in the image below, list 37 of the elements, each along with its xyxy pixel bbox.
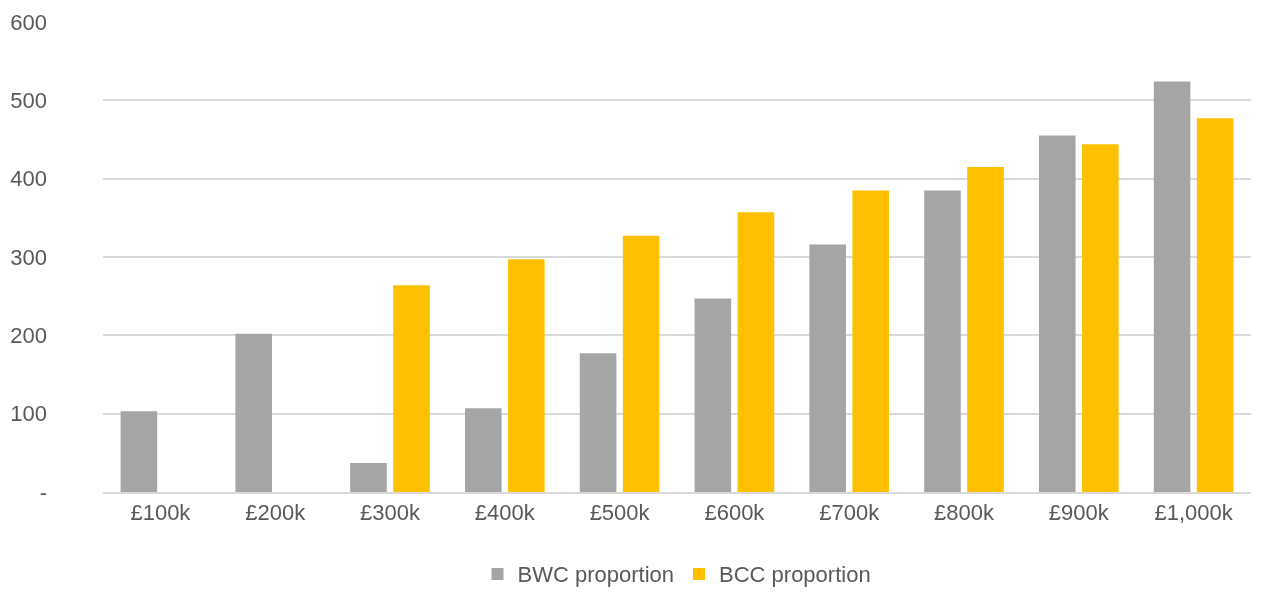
x-tick-label: £1,000k: [1154, 500, 1234, 526]
legend-label: BCC proportion: [719, 562, 871, 588]
bar: [694, 298, 732, 492]
x-tick-label: £100k: [130, 500, 192, 526]
bar: [852, 190, 890, 492]
y-tick-label: 600: [10, 9, 47, 35]
y-tick-label: 300: [10, 244, 47, 270]
bar: [393, 285, 430, 492]
bar: [1153, 81, 1191, 492]
x-tick-label: £800k: [934, 500, 995, 526]
bar: [967, 166, 1004, 492]
bar: [924, 190, 961, 492]
y-tick-label: 500: [10, 88, 47, 114]
x-tick-label: £700k: [819, 500, 881, 526]
x-tick-label: £400k: [474, 500, 536, 526]
bar: [622, 235, 660, 492]
x-tick-label: £200k: [245, 500, 307, 526]
y-tick-label: 400: [10, 166, 47, 192]
bar: [737, 212, 775, 492]
bar: [350, 463, 387, 492]
bar: [508, 259, 545, 492]
y-tick-label: 100: [10, 401, 47, 427]
x-tick-label: £900k: [1048, 500, 1110, 526]
bar: [579, 353, 617, 492]
bar: [120, 411, 158, 492]
x-tick-label: £600k: [704, 500, 766, 526]
bar: [1082, 144, 1119, 492]
bar: [1038, 135, 1076, 492]
bar: [235, 333, 272, 492]
legend-label: BWC proportion: [517, 562, 675, 588]
bar: [1196, 118, 1234, 492]
bar: [464, 408, 502, 492]
y-tick-label: -: [39, 479, 47, 505]
x-tick-label: £500k: [589, 500, 651, 526]
x-tick-label: £300k: [360, 500, 421, 526]
y-tick-label: 200: [10, 323, 47, 349]
bar: [809, 244, 846, 492]
